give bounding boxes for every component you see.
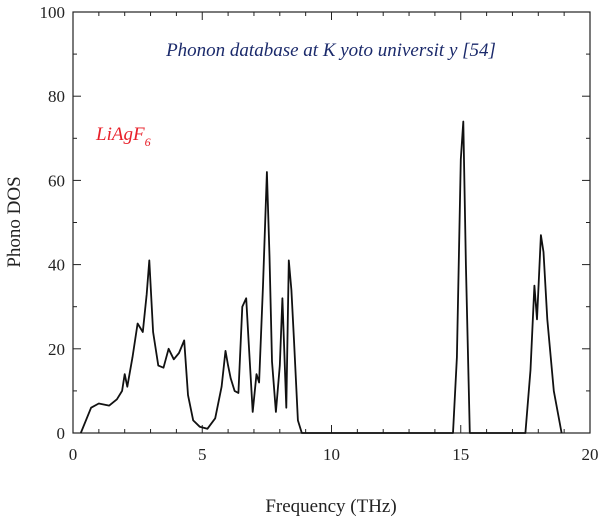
y-axis-label: Phono DOS xyxy=(4,176,25,267)
x-tick-label: 15 xyxy=(452,445,469,464)
phonon-dos-line xyxy=(79,120,563,434)
y-tick-label: 0 xyxy=(57,424,66,443)
y-tick-label: 60 xyxy=(48,171,65,190)
chart-title: Phonon database at K yoto universit y [5… xyxy=(165,40,496,61)
y-tick-label: 40 xyxy=(48,256,65,275)
x-tick-label: 5 xyxy=(198,445,207,464)
y-tick-label: 80 xyxy=(48,87,65,106)
y-tick-label: 20 xyxy=(48,340,65,359)
axis-ticks xyxy=(72,11,591,434)
y-tick-label: 100 xyxy=(40,3,66,22)
x-tick-label: 10 xyxy=(323,445,340,464)
plot-frame xyxy=(72,11,591,434)
x-tick-label: 0 xyxy=(69,445,78,464)
compound-subscript: 6 xyxy=(145,135,151,149)
axis-tick-labels: 0 5 10 15 20 0 20 40 60 80 100 xyxy=(40,3,599,464)
compound-annotation: LiAgF6 xyxy=(95,124,151,149)
x-tick-label: 20 xyxy=(582,445,599,464)
x-axis-label: Frequency (THz) xyxy=(265,496,396,517)
compound-base: LiAgF xyxy=(95,124,145,145)
